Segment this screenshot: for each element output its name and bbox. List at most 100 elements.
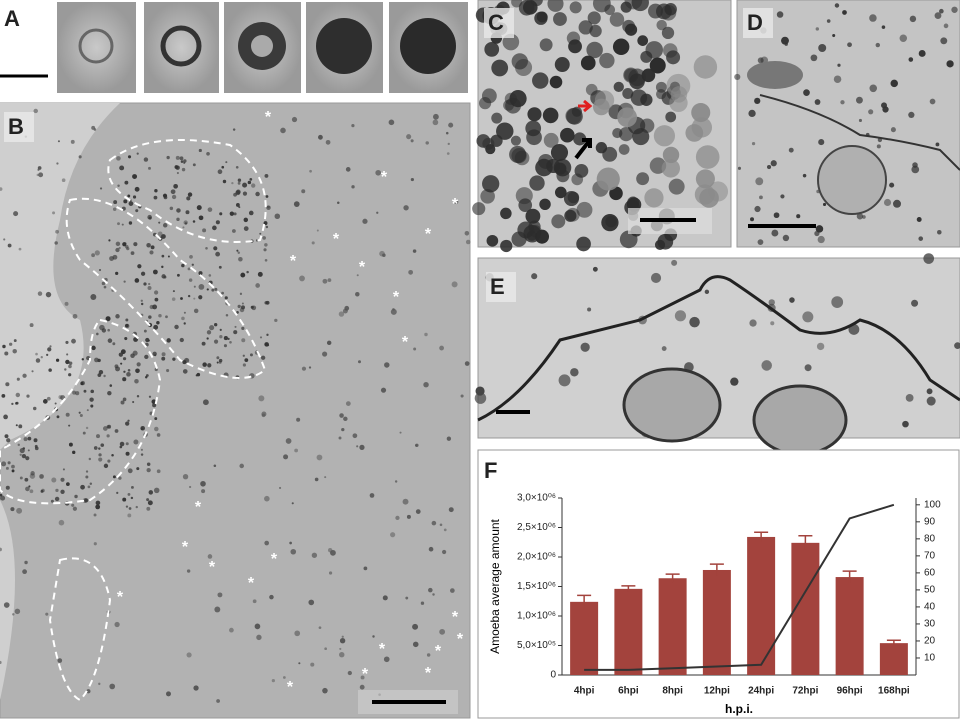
texture-dot [515,187,533,205]
texture-dot [223,336,228,341]
texture-dot [107,459,111,463]
texture-dot [107,328,110,332]
texture-dot [644,188,664,208]
texture-dot [264,258,268,262]
texture-dot [539,38,553,52]
y2-tick-label: 70 [924,551,936,562]
texture-dot [472,202,486,216]
texture-dot [351,185,355,189]
texture-dot [107,338,113,343]
texture-dot [568,39,582,54]
texture-dot [186,569,191,573]
texture-dot [480,189,495,204]
texture-dot [181,316,185,321]
texture-dot [252,599,257,604]
texture-dot [554,57,570,73]
texture-dot [262,236,266,240]
texture-dot [298,662,301,665]
panel-label: B [8,114,24,139]
texture-dot [106,434,110,438]
texture-dot [464,231,470,236]
texture-dot [206,288,209,291]
texture-dot [267,344,270,347]
texture-dot [90,404,94,408]
texture-dot [62,468,65,471]
texture-dot [352,433,358,439]
texture-dot [6,438,11,443]
texture-dot [266,205,271,211]
texture-dot [202,228,207,233]
texture-dot [403,205,409,211]
virion [78,28,114,64]
texture-dot [170,189,176,195]
texture-dot [650,272,662,284]
texture-dot [826,19,831,23]
texture-dot [152,403,157,408]
texture-dot [119,445,123,449]
texture-dot [137,264,142,269]
texture-dot [140,299,143,302]
texture-dot [11,402,14,406]
texture-dot [543,132,559,148]
texture-dot [46,353,49,356]
texture-dot [511,0,523,8]
texture-dot [166,691,171,697]
x-tick-label: 8hpi [662,686,683,697]
asterisk: * [452,609,459,626]
texture-dot [136,467,140,471]
texture-dot [363,566,368,571]
texture-dot [13,211,19,217]
arrow-black [574,138,592,160]
texture-dot [344,305,350,311]
texture-dot [290,548,297,555]
texture-dot [25,456,30,461]
texture-dot [186,196,191,201]
texture-dot [890,127,896,133]
texture-dot [339,647,342,650]
texture-dot [842,10,847,15]
texture-dot [612,38,630,56]
texture-dot [478,97,492,110]
texture-dot [534,229,550,244]
texture-dot [135,209,139,213]
texture-dot [19,476,23,480]
texture-dot [617,107,638,128]
texture-dot [558,374,571,387]
texture-dot [153,487,160,494]
texture-dot [208,274,212,277]
texture-dot [258,395,265,402]
texture-dot [619,127,634,142]
texture-dot [293,201,300,207]
texture-dot [219,328,222,331]
texture-dot [661,159,681,178]
texture-dot [175,165,180,170]
texture-dot [122,242,127,247]
texture-dot [5,382,10,387]
texture-dot [143,157,149,162]
texture-dot [893,199,902,208]
texture-dot [433,113,439,120]
texture-dot [394,480,398,483]
error-bar [886,639,901,647]
texture-dot [629,73,645,90]
texture-dot [32,406,37,411]
texture-dot [183,322,186,325]
texture-dot [136,362,141,367]
texture-dot [695,169,715,189]
texture-dot [161,265,164,269]
texture-dot [146,462,151,466]
texture-dot [48,368,52,372]
asterisk: * [359,259,366,276]
texture-dot [126,372,131,377]
asterisk: * [290,253,297,270]
texture-dot [256,634,262,641]
texture-dot [264,540,270,546]
texture-dot [125,442,129,446]
texture-dot [550,143,569,162]
texture-dot [889,182,895,188]
texture-dot [12,348,17,354]
texture-dot [911,165,920,174]
texture-dot [768,299,775,306]
texture-dot [624,0,643,10]
texture-dot [264,495,270,502]
